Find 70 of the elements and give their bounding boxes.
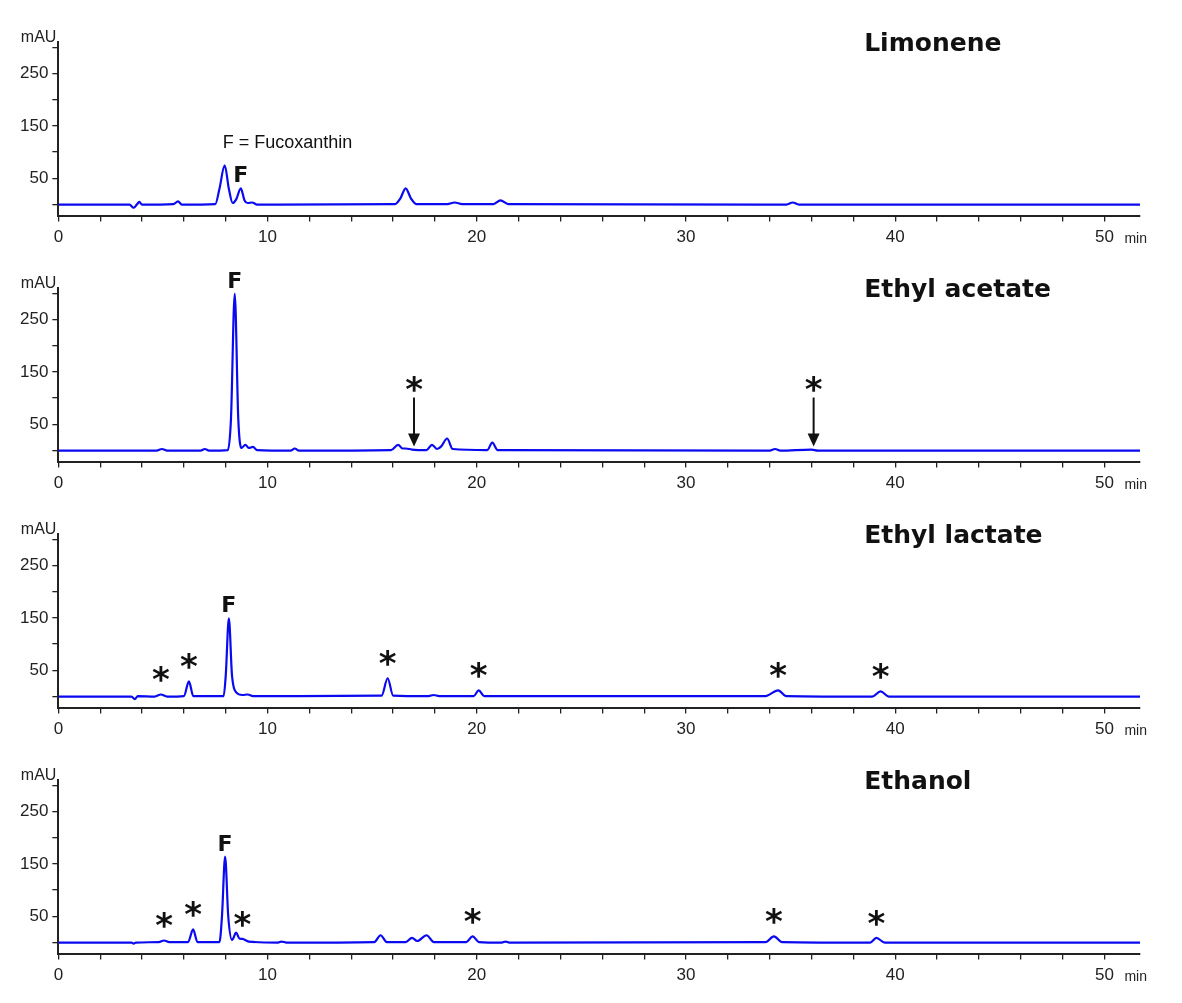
annotation: * xyxy=(405,368,424,409)
x-axis-title: min xyxy=(1124,722,1147,739)
chart-title: Ethanol xyxy=(864,766,972,795)
annotation: * xyxy=(151,659,170,700)
x-tick-label: 50 xyxy=(1094,719,1114,739)
x-tick-label: 20 xyxy=(467,719,487,739)
x-tick-label: 40 xyxy=(885,227,905,247)
x-tick-label: 10 xyxy=(258,473,278,493)
x-axis-title: min xyxy=(1124,230,1147,247)
annotation: * xyxy=(804,368,823,409)
y-tick-label: 250 xyxy=(19,555,49,575)
annotation: F xyxy=(221,592,237,618)
y-axis-title: mAU xyxy=(20,766,57,784)
annotation: F = Fucoxanthin xyxy=(222,131,353,152)
x-tick-label: 20 xyxy=(467,473,487,493)
line-series xyxy=(58,617,1140,701)
y-tick-label: 250 xyxy=(19,801,49,821)
x-tick-label: 10 xyxy=(258,965,278,985)
y-tick-label: 150 xyxy=(19,115,49,135)
y-tick-label: 250 xyxy=(19,309,49,329)
chart-title: Ethyl lactate xyxy=(864,520,1043,549)
x-tick-label: 30 xyxy=(676,473,696,493)
x-tick-label: 0 xyxy=(53,965,64,985)
annotation: * xyxy=(871,656,890,697)
chart-title: Limonene xyxy=(864,28,1002,57)
y-axis-title: mAU xyxy=(20,520,57,538)
y-tick-label: 150 xyxy=(19,853,49,873)
x-tick-label: 40 xyxy=(885,719,905,739)
annotation: * xyxy=(378,643,397,684)
annotation: F xyxy=(227,267,243,293)
y-axis-title: mAU xyxy=(20,274,57,292)
annotation: F xyxy=(217,830,233,856)
annotation: * xyxy=(233,903,252,944)
y-tick-label: 50 xyxy=(29,906,49,926)
x-tick-label: 20 xyxy=(467,965,487,985)
annotation: * xyxy=(769,655,788,696)
y-axis-title: mAU xyxy=(20,28,57,46)
y-tick-label: 150 xyxy=(19,607,49,627)
x-tick-label: 30 xyxy=(676,227,696,247)
x-tick-label: 40 xyxy=(885,965,905,985)
y-tick-label: 50 xyxy=(29,414,49,434)
x-tick-label: 0 xyxy=(53,227,64,247)
x-tick-label: 50 xyxy=(1094,227,1114,247)
x-tick-label: 20 xyxy=(467,227,487,247)
annotation: F xyxy=(233,162,249,188)
x-tick-label: 50 xyxy=(1094,473,1114,493)
y-tick-label: 50 xyxy=(29,660,49,680)
line-series xyxy=(58,855,1140,945)
chart-title: Ethyl acetate xyxy=(864,274,1051,303)
x-tick-label: 10 xyxy=(258,227,278,247)
annotation: * xyxy=(180,646,199,687)
y-tick-label: 50 xyxy=(29,168,49,188)
y-tick-label: 250 xyxy=(19,63,49,83)
annotation: * xyxy=(155,905,174,946)
y-tick-label: 150 xyxy=(19,361,49,381)
annotation: * xyxy=(184,894,203,935)
x-tick-label: 30 xyxy=(676,719,696,739)
line-series xyxy=(58,164,1140,209)
annotation: * xyxy=(469,655,488,696)
x-tick-label: 10 xyxy=(258,719,278,739)
x-axis-title: min xyxy=(1124,476,1147,493)
annotation: * xyxy=(463,901,482,942)
annotation: * xyxy=(867,902,886,943)
x-tick-label: 40 xyxy=(885,473,905,493)
x-tick-label: 0 xyxy=(53,473,64,493)
x-axis-title: min xyxy=(1124,968,1147,985)
x-tick-label: 0 xyxy=(53,719,64,739)
x-tick-label: 50 xyxy=(1094,965,1114,985)
x-tick-label: 30 xyxy=(676,965,696,985)
annotation: * xyxy=(764,901,783,942)
